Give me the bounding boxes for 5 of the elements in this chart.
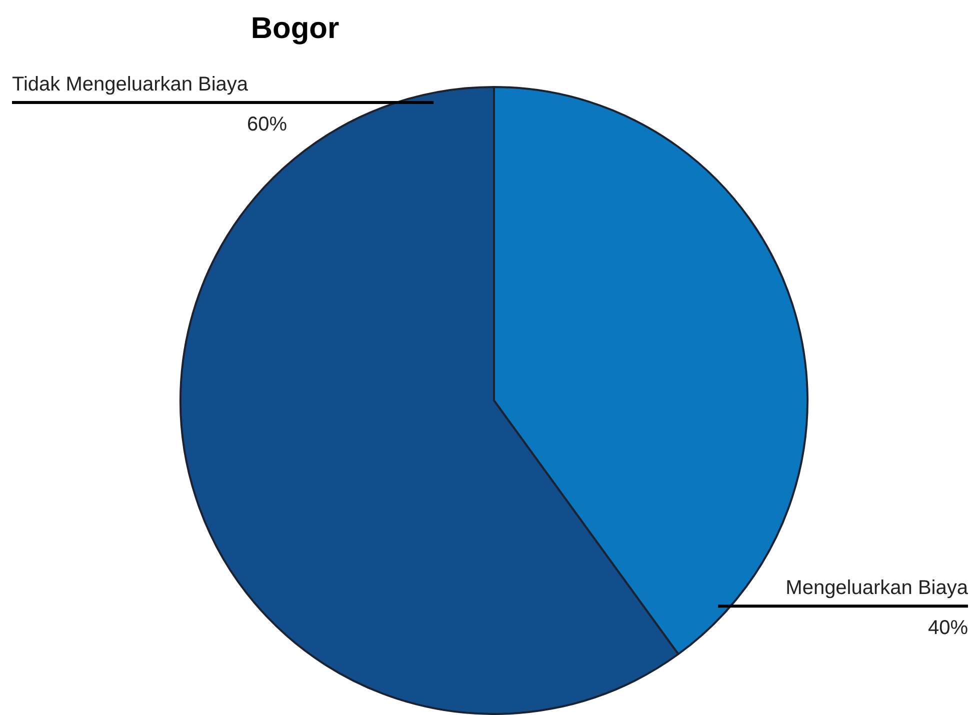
chart-title: Bogor — [250, 12, 340, 45]
data-label: 60% — [246, 113, 288, 136]
data-label: 40% — [928, 617, 968, 640]
slice-label: Tidak Mengeluarkan Biaya — [12, 73, 249, 96]
slice-label: Mengeluarkan Biaya — [786, 577, 969, 600]
